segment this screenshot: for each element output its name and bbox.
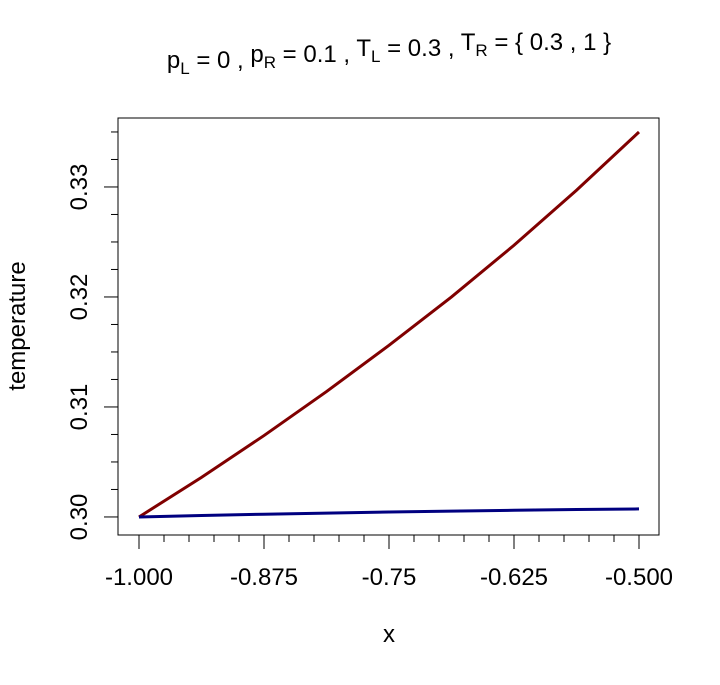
y-tick-label: 0.31 xyxy=(66,384,93,431)
title-subscript: R xyxy=(264,53,276,72)
y-tick-label: 0.32 xyxy=(66,274,93,321)
series-line xyxy=(138,130,641,519)
x-tick-label: -1.000 xyxy=(105,564,173,591)
title-subscript: L xyxy=(180,59,189,78)
x-axis-label: x xyxy=(383,621,395,648)
title-text: = 0 , xyxy=(190,47,251,74)
series-line xyxy=(138,507,640,519)
title-text: = 0.3 , xyxy=(380,35,460,62)
chart-title: pL = 0 , pR = 0.1 , TL = 0.3 , TR = { 0.… xyxy=(167,29,611,78)
title-text: T xyxy=(356,35,371,62)
title-text: p xyxy=(250,41,263,68)
title-text: p xyxy=(167,47,180,74)
plot-frame xyxy=(117,117,660,536)
x-tick-label: -0.625 xyxy=(480,564,548,591)
title-text: T xyxy=(461,29,476,56)
title-subscript: R xyxy=(475,41,487,60)
x-tick-label: -0.500 xyxy=(605,564,673,591)
title-subscript: L xyxy=(371,47,380,66)
title-text: = 0.1 , xyxy=(276,41,356,68)
y-tick-label: 0.33 xyxy=(66,164,93,211)
x-tick-label: -0.875 xyxy=(230,564,298,591)
y-axis-label: temperature xyxy=(4,261,31,390)
x-tick-label: -0.75 xyxy=(362,564,417,591)
title-text: = { 0.3 , 1 } xyxy=(488,29,611,56)
y-tick-label: 0.30 xyxy=(66,494,93,541)
